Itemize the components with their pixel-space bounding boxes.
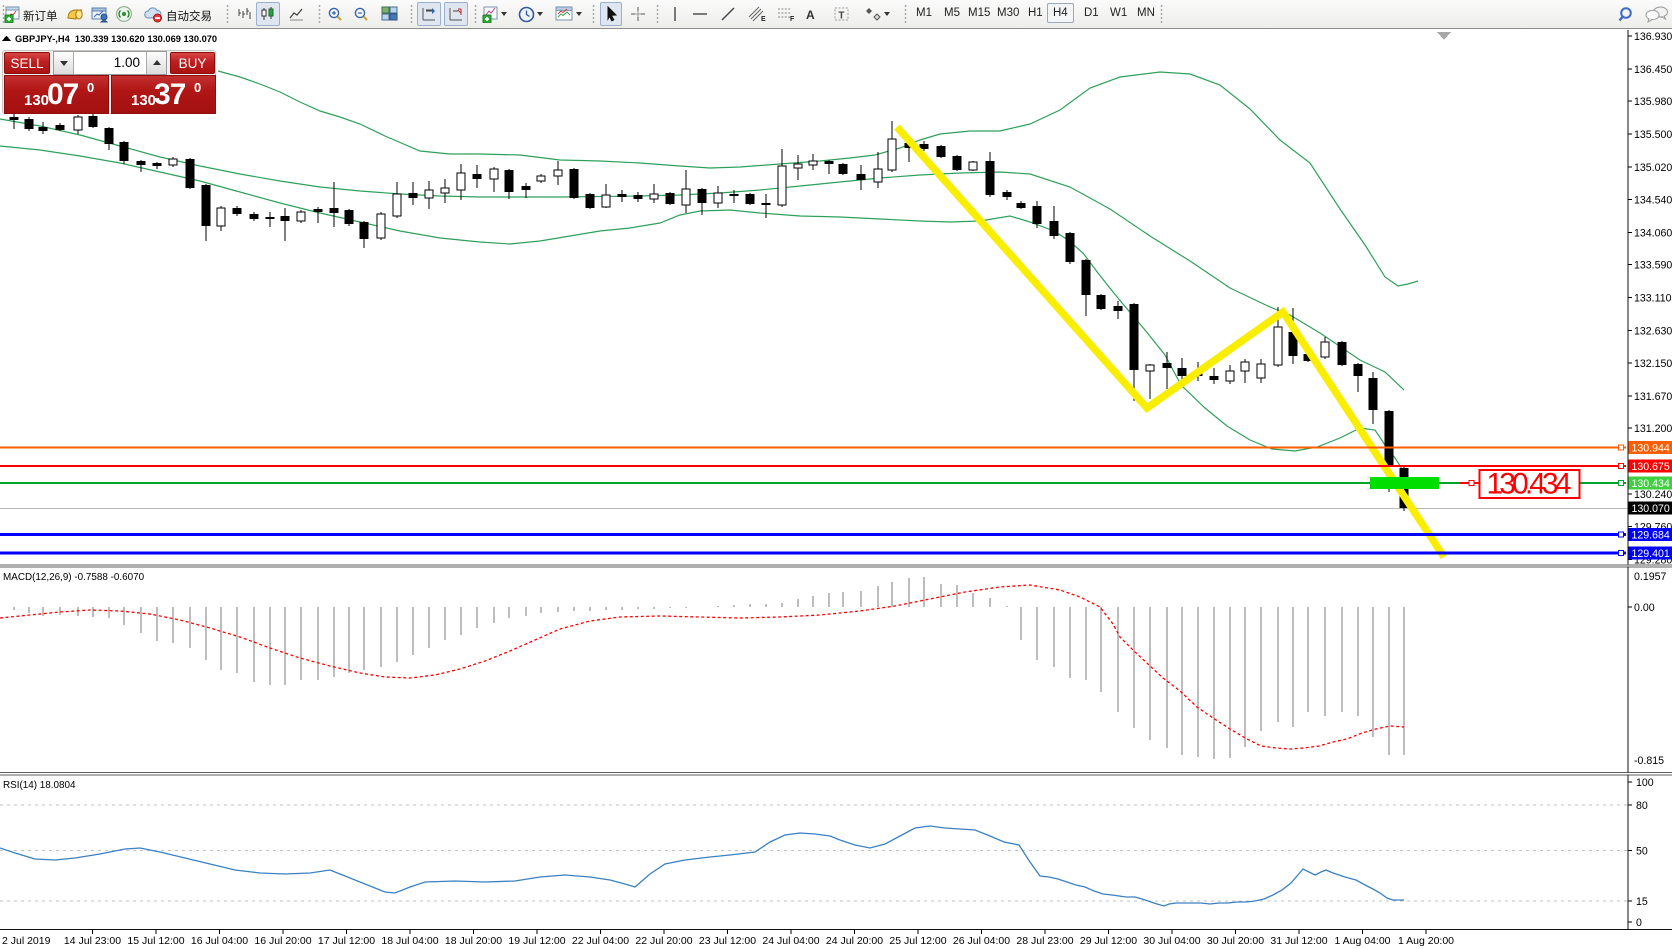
svg-text:GBPJPY-,H4 130.339 130.620 13: GBPJPY-,H4 130.339 130.620 130.069 130.0… xyxy=(15,34,217,44)
svg-text:132.150: 132.150 xyxy=(1634,358,1672,370)
svg-text:15: 15 xyxy=(1636,896,1648,908)
svg-text:14 Jul 23:00: 14 Jul 23:00 xyxy=(64,935,121,947)
svg-text:131.200: 131.200 xyxy=(1634,423,1672,435)
svg-text:134.540: 134.540 xyxy=(1634,195,1672,207)
svg-text:0.1957: 0.1957 xyxy=(1634,571,1667,583)
svg-text:131.670: 131.670 xyxy=(1634,391,1672,403)
svg-text:18 Jul 20:00: 18 Jul 20:00 xyxy=(445,935,502,947)
svg-text:130.434: 130.434 xyxy=(1632,478,1670,490)
svg-text:16 Jul 20:00: 16 Jul 20:00 xyxy=(254,935,311,947)
svg-text:1 Aug 04:00: 1 Aug 04:00 xyxy=(1334,935,1390,947)
svg-text:31 Jul 12:00: 31 Jul 12:00 xyxy=(1270,935,1327,947)
svg-text:0.00: 0.00 xyxy=(1634,602,1655,614)
svg-text:30 Jul 04:00: 30 Jul 04:00 xyxy=(1143,935,1200,947)
svg-text:MACD(12,26,9) -0.7588 -0.6070: MACD(12,26,9) -0.7588 -0.6070 xyxy=(3,572,145,583)
svg-text:136.450: 136.450 xyxy=(1634,64,1672,76)
svg-text:133.590: 133.590 xyxy=(1634,260,1672,272)
svg-text:15 Jul 12:00: 15 Jul 12:00 xyxy=(127,935,184,947)
svg-text:135.020: 135.020 xyxy=(1634,162,1672,174)
svg-text:23 Jul 12:00: 23 Jul 12:00 xyxy=(699,935,756,947)
svg-text:2 Jul 2019: 2 Jul 2019 xyxy=(2,935,51,947)
svg-text:136.930: 136.930 xyxy=(1634,31,1672,43)
svg-text:18 Jul 04:00: 18 Jul 04:00 xyxy=(381,935,438,947)
svg-text:22 Jul 04:00: 22 Jul 04:00 xyxy=(572,935,629,947)
svg-text:22 Jul 20:00: 22 Jul 20:00 xyxy=(635,935,692,947)
svg-text:133.110: 133.110 xyxy=(1634,293,1672,305)
svg-text:E: E xyxy=(761,16,766,23)
svg-text:135.980: 135.980 xyxy=(1634,96,1672,108)
svg-text:130.944: 130.944 xyxy=(1632,443,1670,455)
svg-text:-0.815: -0.815 xyxy=(1634,755,1664,767)
svg-text:T: T xyxy=(838,10,844,21)
svg-text:29 Jul 12:00: 29 Jul 12:00 xyxy=(1080,935,1137,947)
svg-text:50: 50 xyxy=(1636,845,1648,857)
svg-text:132.630: 132.630 xyxy=(1634,325,1672,337)
svg-text:129.684: 129.684 xyxy=(1632,530,1670,542)
svg-text:130.240: 130.240 xyxy=(1634,489,1672,501)
svg-text:F: F xyxy=(790,16,795,23)
svg-text:24 Jul 20:00: 24 Jul 20:00 xyxy=(826,935,883,947)
svg-text:25 Jul 12:00: 25 Jul 12:00 xyxy=(889,935,946,947)
svg-text:130.070: 130.070 xyxy=(1632,503,1670,515)
svg-text:26 Jul 04:00: 26 Jul 04:00 xyxy=(953,935,1010,947)
svg-text:80: 80 xyxy=(1636,800,1648,812)
svg-text:16 Jul 04:00: 16 Jul 04:00 xyxy=(191,935,248,947)
svg-text:135.500: 135.500 xyxy=(1634,129,1672,141)
svg-text:130.675: 130.675 xyxy=(1632,461,1670,473)
svg-text:17 Jul 12:00: 17 Jul 12:00 xyxy=(318,935,375,947)
svg-text:24 Jul 04:00: 24 Jul 04:00 xyxy=(762,935,819,947)
svg-text:28 Jul 23:00: 28 Jul 23:00 xyxy=(1016,935,1073,947)
svg-text:134.060: 134.060 xyxy=(1634,228,1672,240)
svg-text:130.434: 130.434 xyxy=(1487,468,1572,501)
svg-text:19 Jul 12:00: 19 Jul 12:00 xyxy=(508,935,565,947)
svg-text:100: 100 xyxy=(1636,777,1654,789)
svg-text:1 Aug 20:00: 1 Aug 20:00 xyxy=(1398,935,1454,947)
svg-text:RSI(14) 18.0804: RSI(14) 18.0804 xyxy=(3,780,76,791)
svg-text:30 Jul 20:00: 30 Jul 20:00 xyxy=(1207,935,1264,947)
svg-text:0: 0 xyxy=(1636,917,1642,929)
svg-text:129.401: 129.401 xyxy=(1632,548,1670,560)
